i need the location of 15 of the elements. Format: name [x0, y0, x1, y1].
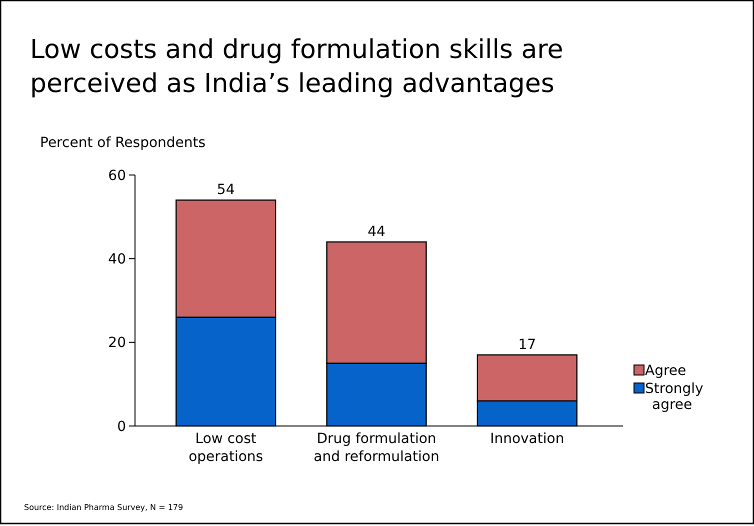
total-label: 54	[216, 182, 235, 198]
total-label: 17	[518, 336, 536, 353]
y-tick-label: 0	[117, 418, 126, 435]
legend-label: Strongly agree	[645, 381, 704, 413]
source-note: Source: Indian Pharma Survey, N = 179	[24, 503, 184, 512]
total-label: 44	[368, 224, 386, 240]
y-tick-label: 40	[108, 252, 126, 268]
legend-label: Agree	[645, 363, 686, 379]
y-tick-label: 20	[108, 335, 126, 352]
y-axis-title: Percent of Respondents	[40, 135, 206, 151]
x-tick-label: Innovation	[490, 431, 564, 447]
chart-title: Low costs and drug formulation skills are perceived as India’s leading advantages	[30, 35, 564, 99]
x-tick-label: Drug formulation and reformulation	[314, 431, 440, 465]
x-tick-label: Low cost operations	[188, 431, 264, 465]
y-tick-label: 60	[108, 168, 126, 184]
